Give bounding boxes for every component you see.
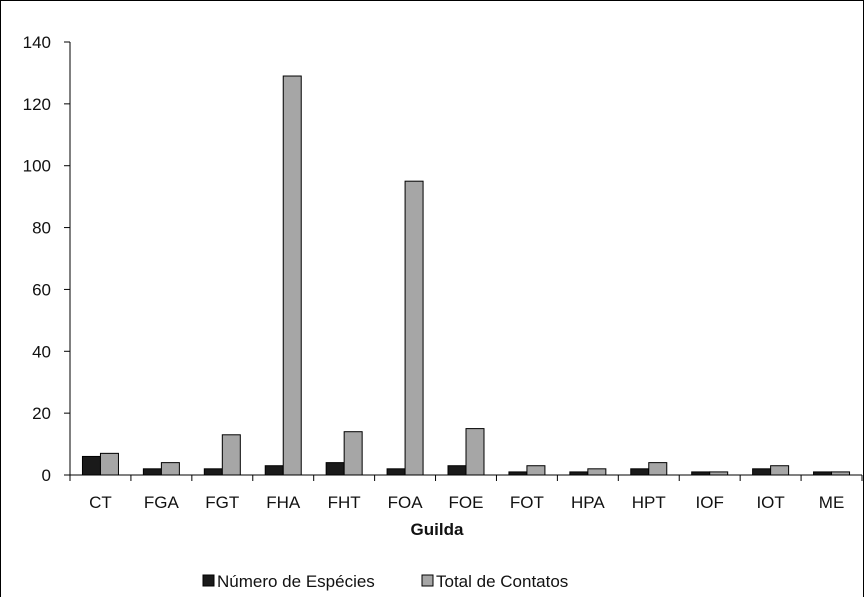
bar-numero-de-especies: [142, 468, 162, 476]
bar-numero-de-especies: [447, 465, 467, 476]
bar-numero-de-especies: [508, 471, 528, 476]
bar-numero-de-especies: [813, 471, 833, 476]
bar-numero-de-especies: [325, 462, 345, 476]
x-tick-label: FOA: [388, 493, 424, 512]
x-tick-label: FOE: [449, 493, 484, 512]
bar-total-de-contatos: [709, 471, 729, 476]
x-axis-title: Guilda: [411, 520, 464, 539]
bar-numero-de-especies: [752, 468, 772, 476]
bar-total-de-contatos: [282, 75, 302, 476]
bar-total-de-contatos: [587, 468, 607, 476]
bar-total-de-contatos: [831, 471, 851, 476]
legend-swatch: [421, 574, 434, 587]
bar-total-de-contatos: [526, 465, 546, 476]
bar-total-de-contatos: [221, 434, 241, 476]
x-tick-label: FHT: [328, 493, 361, 512]
legend-label: Número de Espécies: [217, 572, 375, 591]
x-tick-label: IOF: [696, 493, 724, 512]
y-tick-label: 140: [23, 33, 51, 52]
y-tick-label: 120: [23, 95, 51, 114]
x-tick-label: HPA: [571, 493, 605, 512]
bar-total-de-contatos: [404, 180, 424, 476]
bar-numero-de-especies: [386, 468, 406, 476]
x-tick-label: IOT: [756, 493, 784, 512]
bar-numero-de-especies: [203, 468, 223, 476]
bar-total-de-contatos: [648, 462, 668, 476]
bar-total-de-contatos: [465, 428, 485, 476]
y-tick-label: 100: [23, 157, 51, 176]
bar-numero-de-especies: [630, 468, 650, 476]
x-tick-label: FHA: [266, 493, 301, 512]
legend: Número de Espécies Total de Contatos: [202, 572, 568, 591]
bar-total-de-contatos: [770, 465, 790, 476]
bar-total-de-contatos: [343, 431, 363, 476]
bar-numero-de-especies: [569, 471, 589, 476]
bar-total-de-contatos: [160, 462, 180, 476]
y-tick-label: 40: [32, 342, 51, 361]
x-tick-label: HPT: [632, 493, 666, 512]
y-tick-label: 0: [42, 466, 51, 485]
x-tick-label: FOT: [510, 493, 544, 512]
legend-swatch: [202, 574, 215, 587]
y-axis: 0 20 40 60 80 100 120 140: [23, 33, 71, 485]
y-tick-label: 20: [32, 404, 51, 423]
y-tick-label: 80: [32, 219, 51, 238]
x-tick-label: FGT: [205, 493, 239, 512]
x-tick-label: CT: [89, 493, 112, 512]
bar-total-de-contatos: [99, 452, 119, 476]
y-tick-label: 60: [32, 280, 51, 299]
bar-numero-de-especies: [264, 465, 284, 476]
bars: [81, 75, 851, 476]
legend-label: Total de Contatos: [436, 572, 568, 591]
x-tick-label: ME: [819, 493, 845, 512]
bar-numero-de-especies: [81, 455, 101, 476]
bar-numero-de-especies: [691, 471, 711, 476]
x-tick-label: FGA: [144, 493, 180, 512]
